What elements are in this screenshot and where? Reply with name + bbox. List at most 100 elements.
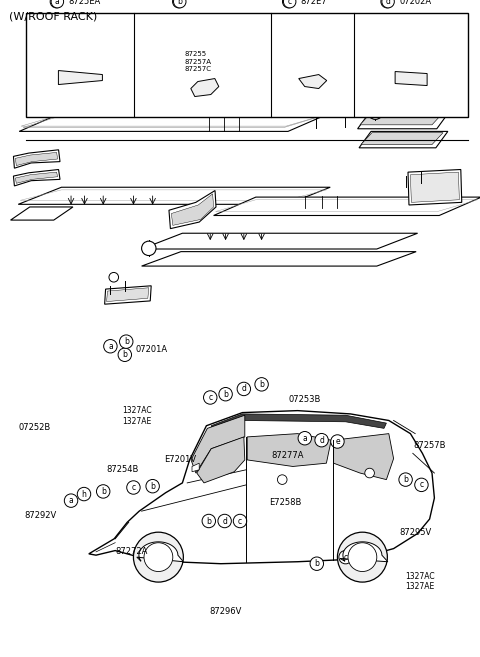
Polygon shape bbox=[19, 113, 330, 131]
Polygon shape bbox=[18, 187, 330, 204]
Polygon shape bbox=[395, 72, 427, 85]
Circle shape bbox=[142, 241, 156, 256]
Polygon shape bbox=[191, 79, 219, 97]
Text: d: d bbox=[385, 0, 391, 6]
Circle shape bbox=[50, 0, 63, 8]
Text: b: b bbox=[101, 487, 106, 496]
Polygon shape bbox=[361, 133, 443, 145]
Text: ───: ─── bbox=[69, 72, 92, 81]
Polygon shape bbox=[211, 414, 386, 432]
Text: 8725EA: 8725EA bbox=[69, 0, 101, 6]
Text: a: a bbox=[55, 0, 60, 6]
Polygon shape bbox=[359, 131, 448, 148]
Text: 07202A: 07202A bbox=[399, 0, 431, 6]
Circle shape bbox=[146, 480, 159, 493]
Text: (W/ROOF RACK): (W/ROOF RACK) bbox=[9, 12, 97, 22]
Text: 07252B: 07252B bbox=[18, 422, 51, 432]
Polygon shape bbox=[142, 252, 416, 266]
Circle shape bbox=[172, 0, 185, 8]
Circle shape bbox=[368, 104, 383, 120]
Text: a: a bbox=[108, 342, 113, 351]
Text: E7201V: E7201V bbox=[164, 455, 196, 464]
Text: d: d bbox=[222, 516, 227, 526]
Circle shape bbox=[255, 378, 268, 391]
Circle shape bbox=[337, 532, 387, 582]
Polygon shape bbox=[15, 152, 58, 166]
Circle shape bbox=[202, 514, 216, 528]
Text: 07253B: 07253B bbox=[288, 395, 321, 404]
Bar bbox=[26, 13, 468, 117]
Polygon shape bbox=[360, 112, 444, 125]
Circle shape bbox=[96, 485, 110, 498]
Circle shape bbox=[381, 0, 394, 8]
Polygon shape bbox=[410, 172, 459, 202]
Polygon shape bbox=[340, 542, 388, 562]
Text: b: b bbox=[122, 350, 127, 359]
Polygon shape bbox=[408, 170, 462, 205]
Text: d: d bbox=[319, 436, 324, 445]
Text: a: a bbox=[302, 434, 307, 443]
Circle shape bbox=[339, 551, 352, 564]
Text: 87292V: 87292V bbox=[24, 511, 57, 520]
Circle shape bbox=[348, 543, 377, 572]
Circle shape bbox=[173, 0, 186, 8]
Text: E7258B: E7258B bbox=[269, 498, 302, 507]
Text: d: d bbox=[241, 384, 246, 394]
Polygon shape bbox=[161, 62, 262, 82]
Polygon shape bbox=[197, 437, 245, 483]
Polygon shape bbox=[107, 288, 149, 302]
Circle shape bbox=[219, 388, 232, 401]
Circle shape bbox=[118, 348, 132, 361]
Text: c: c bbox=[208, 393, 212, 402]
Polygon shape bbox=[137, 542, 183, 562]
Text: b: b bbox=[150, 482, 155, 491]
Circle shape bbox=[415, 478, 428, 491]
Circle shape bbox=[51, 0, 64, 8]
Polygon shape bbox=[169, 191, 216, 229]
Polygon shape bbox=[142, 233, 418, 249]
Circle shape bbox=[331, 435, 344, 448]
Polygon shape bbox=[299, 74, 327, 89]
Polygon shape bbox=[11, 207, 73, 220]
Text: 87254B: 87254B bbox=[106, 465, 139, 474]
Polygon shape bbox=[214, 197, 480, 215]
Text: b: b bbox=[223, 390, 228, 399]
Polygon shape bbox=[13, 150, 60, 168]
Polygon shape bbox=[334, 434, 394, 480]
Text: c: c bbox=[420, 480, 423, 489]
Text: c: c bbox=[344, 553, 348, 562]
Text: 87272A: 87272A bbox=[116, 547, 148, 556]
Circle shape bbox=[104, 340, 117, 353]
Circle shape bbox=[144, 543, 173, 572]
Polygon shape bbox=[13, 170, 60, 186]
Text: e: e bbox=[335, 437, 340, 446]
Polygon shape bbox=[59, 70, 102, 85]
Circle shape bbox=[133, 532, 183, 582]
Text: 87296V: 87296V bbox=[209, 606, 242, 616]
Polygon shape bbox=[192, 463, 199, 472]
Circle shape bbox=[120, 335, 133, 348]
Circle shape bbox=[77, 487, 91, 501]
Circle shape bbox=[382, 0, 395, 8]
Text: 87257B: 87257B bbox=[413, 441, 446, 450]
Text: 1327AC
1327AE: 1327AC 1327AE bbox=[122, 406, 152, 426]
Text: b: b bbox=[206, 516, 211, 526]
Polygon shape bbox=[191, 415, 245, 473]
Polygon shape bbox=[89, 411, 434, 564]
Text: h: h bbox=[82, 489, 86, 499]
Polygon shape bbox=[358, 110, 450, 129]
Text: b: b bbox=[403, 475, 408, 484]
Text: 87295V: 87295V bbox=[399, 528, 432, 537]
Circle shape bbox=[204, 391, 217, 404]
Circle shape bbox=[283, 0, 296, 8]
Text: a: a bbox=[69, 496, 73, 505]
Circle shape bbox=[127, 481, 140, 494]
Polygon shape bbox=[247, 434, 331, 466]
Text: 1327AC
1327AE: 1327AC 1327AE bbox=[406, 572, 435, 591]
Text: 872E7: 872E7 bbox=[300, 0, 327, 6]
Text: 07201A: 07201A bbox=[135, 345, 167, 354]
Text: c: c bbox=[288, 0, 292, 6]
Text: 87277A: 87277A bbox=[272, 451, 304, 460]
Text: c: c bbox=[132, 483, 135, 492]
Polygon shape bbox=[15, 172, 58, 183]
